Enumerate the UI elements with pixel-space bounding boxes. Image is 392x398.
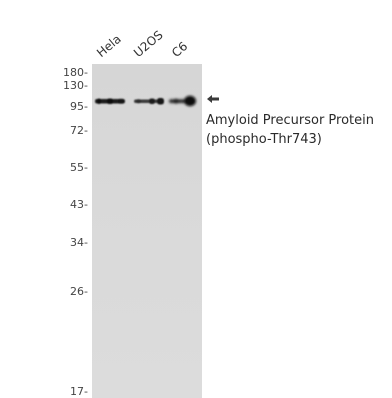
band-u2os [134, 98, 164, 105]
mw-marker-95: 95- [70, 100, 88, 113]
target-protein-modification: (phospho-Thr743) [206, 132, 322, 147]
lane-label-c6: C6 [169, 38, 191, 60]
mw-marker-26: 26- [70, 285, 88, 298]
blot-membrane [92, 64, 202, 398]
band-hela [95, 98, 125, 104]
mw-marker-43: 43- [70, 198, 88, 211]
mw-marker-17: 17- [70, 385, 88, 398]
mw-marker-55: 55- [70, 161, 88, 174]
left-arrow-icon [207, 95, 219, 103]
band-c6 [169, 95, 196, 107]
target-protein-name: Amyloid Precursor Protein [206, 113, 374, 128]
lane-label-u2os: U2OS [131, 27, 166, 60]
mw-marker-180: 180- [63, 66, 88, 79]
mw-marker-72: 72- [70, 124, 88, 137]
lane-label-hela: Hela [94, 31, 124, 60]
band-layer [95, 95, 196, 107]
mw-marker-34: 34- [70, 236, 88, 249]
mw-marker-130: 130- [63, 79, 88, 92]
